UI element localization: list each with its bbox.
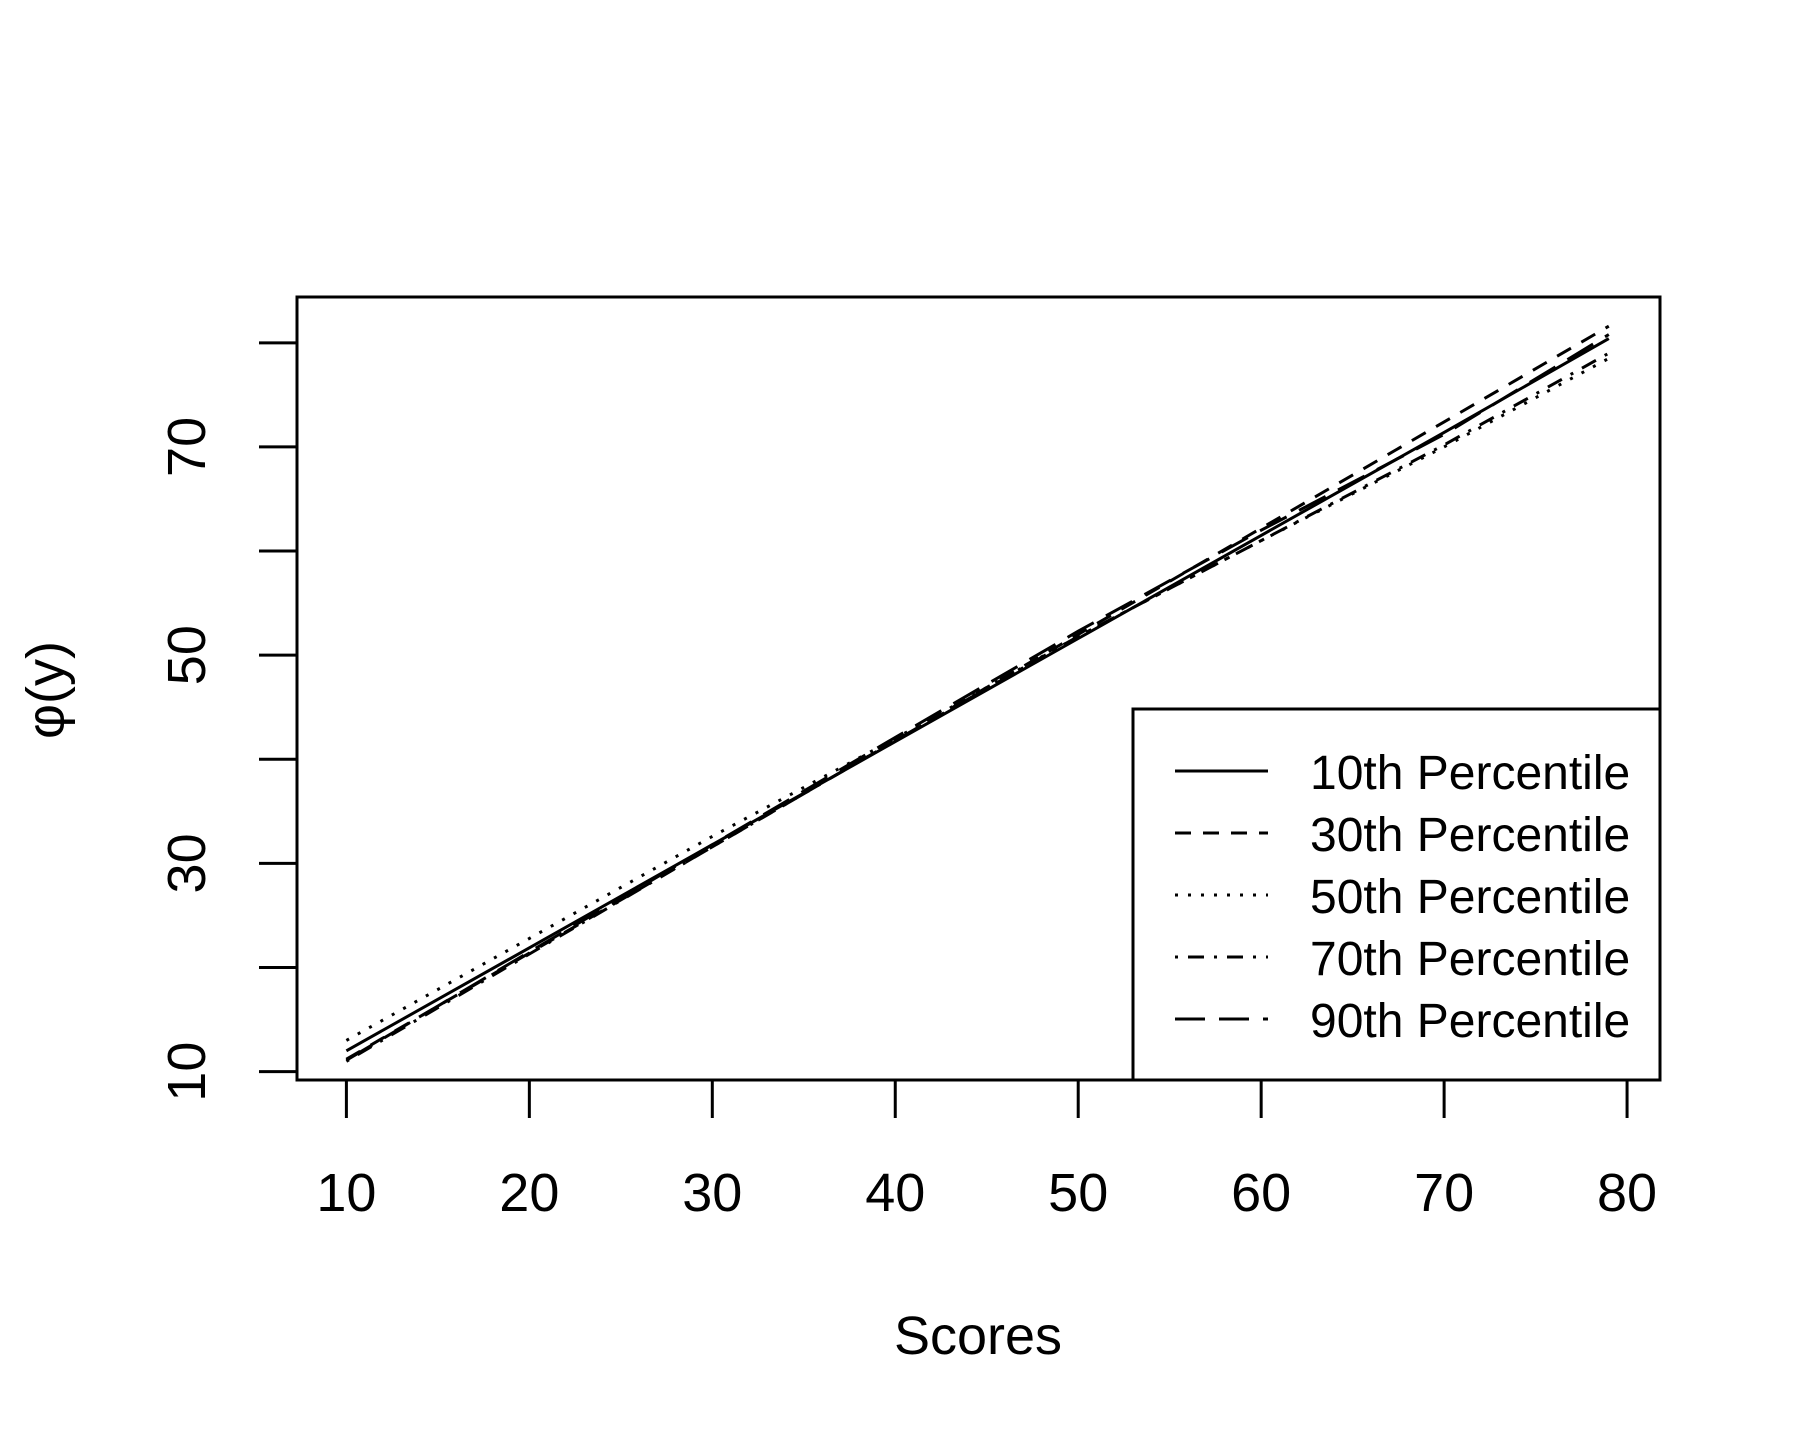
series-line-5 bbox=[345, 333, 1610, 1062]
x-axis-label: Scores bbox=[894, 1306, 1062, 1366]
legend-label-2: 30th Percentile bbox=[1310, 809, 1630, 862]
x-tick-label: 60 bbox=[1231, 1163, 1291, 1223]
legend-label-5: 90th Percentile bbox=[1310, 995, 1630, 1048]
y-tick-label: 50 bbox=[157, 625, 217, 685]
y-tick-label: 70 bbox=[157, 417, 217, 477]
y-axis-label: φ(y) bbox=[16, 641, 76, 739]
x-tick-label: 50 bbox=[1048, 1163, 1108, 1223]
x-tick-label: 80 bbox=[1597, 1163, 1657, 1223]
series-line-1 bbox=[345, 337, 1610, 1053]
x-tick-label: 40 bbox=[865, 1163, 925, 1223]
legend: 10th Percentile 30th Percentile 50th Perce… bbox=[1131, 707, 1662, 1082]
legend-label-4: 70th Percentile bbox=[1310, 933, 1630, 986]
legend-label-3: 50th Percentile bbox=[1310, 871, 1630, 924]
x-tick-label: 10 bbox=[316, 1163, 376, 1223]
series-layer bbox=[345, 324, 1610, 1063]
x-tick-label: 30 bbox=[682, 1163, 742, 1223]
series-line-4 bbox=[345, 351, 1610, 1063]
legend-label-1: 10th Percentile bbox=[1310, 747, 1630, 800]
x-tick-label: 20 bbox=[499, 1163, 559, 1223]
x-axis: 10 20 30 40 50 60 70 80 bbox=[316, 1078, 1657, 1223]
y-tick-label: 30 bbox=[157, 833, 217, 893]
y-axis: 10 30 50 70 bbox=[157, 341, 299, 1102]
x-tick-label: 70 bbox=[1414, 1163, 1474, 1223]
y-tick-label: 10 bbox=[157, 1042, 217, 1102]
